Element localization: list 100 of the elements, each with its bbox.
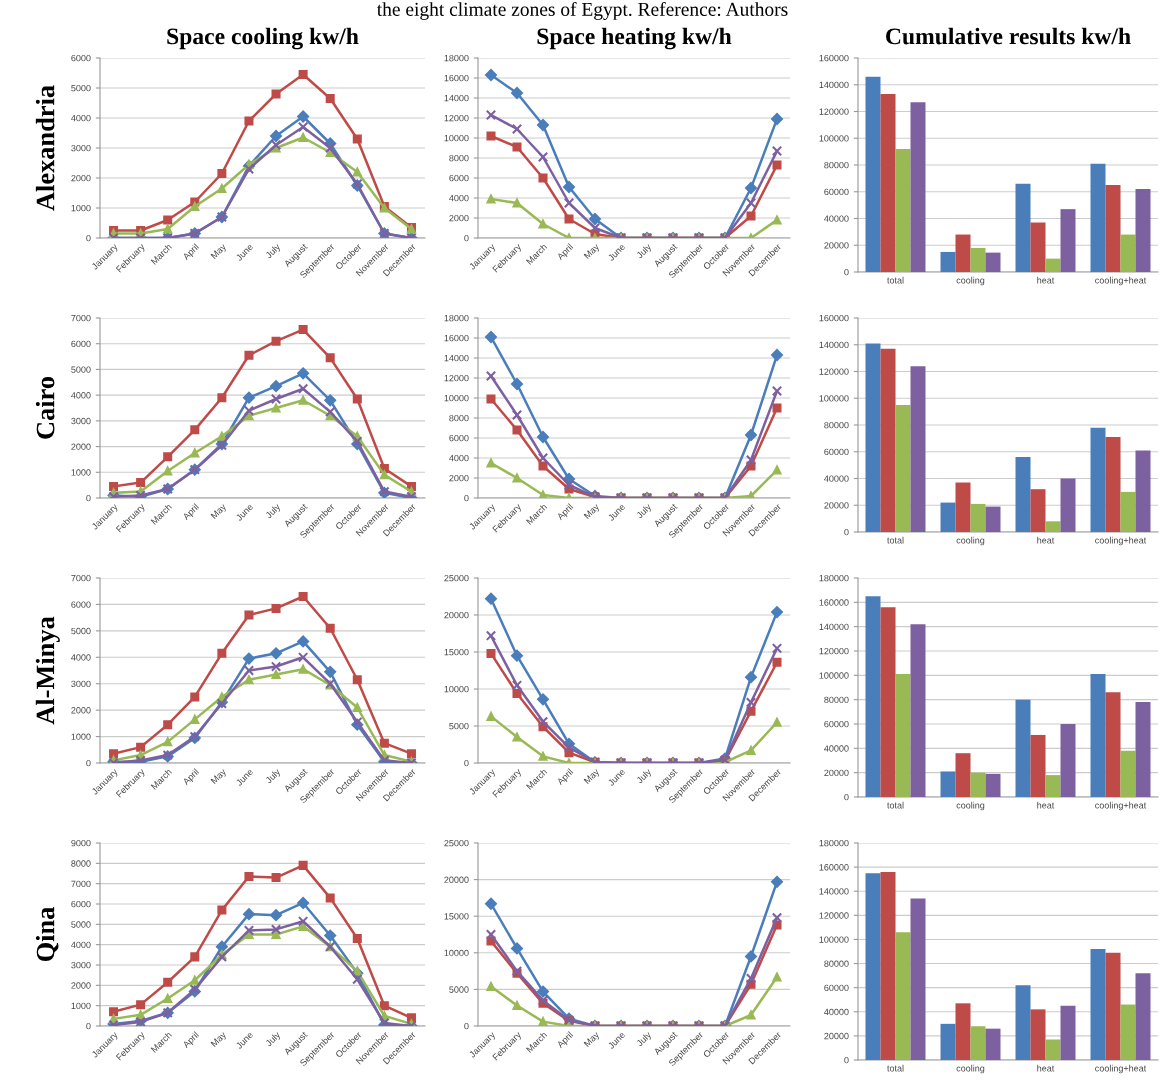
x-tick-label: total [887, 536, 904, 544]
x-tick-label: cooling [956, 536, 985, 546]
x-tick-label: July [264, 767, 282, 786]
y-tick-label: 2000 [71, 707, 91, 714]
y-tick-label: 10000 [444, 685, 469, 693]
y-tick-label: 40000 [824, 215, 849, 222]
y-tick-label: 10000 [444, 134, 469, 142]
y-tick-label: 5000 [71, 84, 91, 92]
y-tick-label: 100000 [819, 395, 849, 402]
y-tick-label: 1000 [71, 733, 91, 740]
y-tick-label: 140000 [819, 341, 849, 349]
y-tick-label: 0 [464, 494, 469, 502]
y-tick-label: 0 [86, 759, 91, 767]
y-tick-label: 80000 [824, 696, 849, 704]
x-tick-label: heat [1037, 801, 1055, 809]
y-tick-label: 4000 [71, 114, 91, 122]
y-tick-label: 180000 [819, 839, 849, 847]
y-tick-label: 7000 [71, 314, 91, 322]
x-tick-label: cooling [956, 801, 985, 811]
y-tick-label: 6000 [449, 174, 469, 182]
x-tick-label: total [887, 1064, 904, 1072]
y-axis-title: Qina [35, 907, 59, 962]
y-tick-label: 40000 [824, 745, 849, 752]
y-tick-label: 60000 [824, 720, 849, 728]
y-tick-label: 20000 [824, 769, 849, 777]
x-tick-label: total [887, 801, 904, 809]
x-tick-label: May [583, 243, 601, 261]
x-tick-label: July [635, 1030, 653, 1049]
y-tick-label: 100000 [819, 672, 849, 679]
chart-title: Cumulative results kw/h [886, 27, 1131, 45]
y-tick-label: 0 [86, 234, 91, 242]
y-tick-label: 14000 [444, 94, 469, 102]
text: the eight climate zones of Egypt. Reference: Authors [376, 2, 788, 20]
x-tick-label: July [635, 242, 653, 261]
y-tick-label: 20000 [444, 876, 469, 883]
x-tick-label: May [210, 503, 228, 521]
y-tick-label: 160000 [819, 864, 849, 871]
y-tick-label: 60000 [824, 188, 849, 196]
y-tick-label: 16000 [444, 74, 469, 82]
y-tick-label: 18000 [444, 314, 469, 322]
y-tick-label: 60000 [824, 984, 849, 992]
y-tick-label: 160000 [819, 599, 849, 606]
y-tick-label: 3000 [71, 961, 91, 969]
y-tick-label: 160000 [819, 314, 849, 322]
y-tick-label: 5000 [71, 366, 91, 373]
y-axis-title: Al-Minya [35, 616, 60, 725]
x-tick-label: May [210, 1031, 228, 1049]
x-tick-label: May [583, 1031, 601, 1049]
y-tick-label: 80000 [824, 960, 849, 967]
y-tick-label: 20000 [824, 242, 849, 249]
y-tick-label: 80000 [824, 161, 849, 169]
y-tick-label: 7000 [71, 880, 91, 888]
x-tick-label: July [264, 1030, 282, 1049]
y-tick-label: 20000 [824, 1032, 849, 1040]
y-tick-label: 60000 [824, 448, 849, 456]
y-tick-label: 0 [464, 1022, 469, 1030]
y-tick-label: 25000 [444, 574, 469, 582]
x-tick-label: total [887, 276, 904, 284]
y-tick-label: 7000 [71, 574, 91, 582]
y-tick-label: 8000 [449, 414, 469, 422]
y-tick-label: 5000 [71, 921, 91, 928]
y-tick-label: 0 [844, 528, 849, 536]
y-tick-label: 2000 [71, 443, 91, 450]
y-tick-label: 4000 [449, 454, 469, 462]
y-axis-title: Alexandria [35, 85, 55, 211]
x-tick-label: cooling+heat [1095, 1064, 1147, 1074]
y-tick-label: 6000 [71, 54, 91, 62]
y-tick-label: 3000 [71, 417, 91, 425]
y-tick-label: 0 [844, 793, 849, 801]
y-tick-label: 5000 [449, 722, 469, 730]
x-tick-label: cooling+heat [1095, 801, 1147, 811]
x-tick-label: May [210, 768, 228, 786]
chart-title: Space heating kw/h [537, 27, 732, 50]
y-axis-title: Cairo [35, 376, 55, 439]
x-tick-label: cooling+heat [1095, 536, 1147, 546]
y-tick-label: 20000 [824, 502, 849, 509]
x-tick-label: cooling [956, 276, 985, 286]
y-tick-label: 140000 [819, 888, 849, 895]
y-tick-label: 40000 [824, 475, 849, 482]
x-tick-label: May [210, 243, 228, 261]
y-tick-label: 2000 [449, 214, 469, 222]
y-tick-label: 140000 [819, 81, 849, 89]
x-tick-label: heat [1037, 276, 1055, 284]
y-tick-label: 5000 [449, 986, 469, 993]
x-tick-label: May [583, 503, 601, 521]
y-tick-label: 120000 [819, 912, 849, 919]
y-tick-label: 160000 [819, 54, 849, 62]
y-tick-label: 10000 [444, 394, 469, 402]
y-tick-label: 8000 [71, 860, 91, 867]
y-tick-label: 18000 [444, 54, 469, 62]
y-tick-label: 12000 [444, 374, 469, 382]
y-tick-label: 140000 [819, 623, 849, 631]
x-tick-label: heat [1037, 536, 1055, 544]
x-tick-label: July [635, 502, 653, 521]
y-tick-label: 1000 [71, 1002, 91, 1010]
y-tick-label: 3000 [71, 144, 91, 152]
y-tick-label: 2000 [71, 174, 91, 182]
y-tick-label: 80000 [824, 421, 849, 429]
y-tick-label: 0 [844, 1056, 849, 1064]
y-tick-label: 3000 [71, 680, 91, 688]
